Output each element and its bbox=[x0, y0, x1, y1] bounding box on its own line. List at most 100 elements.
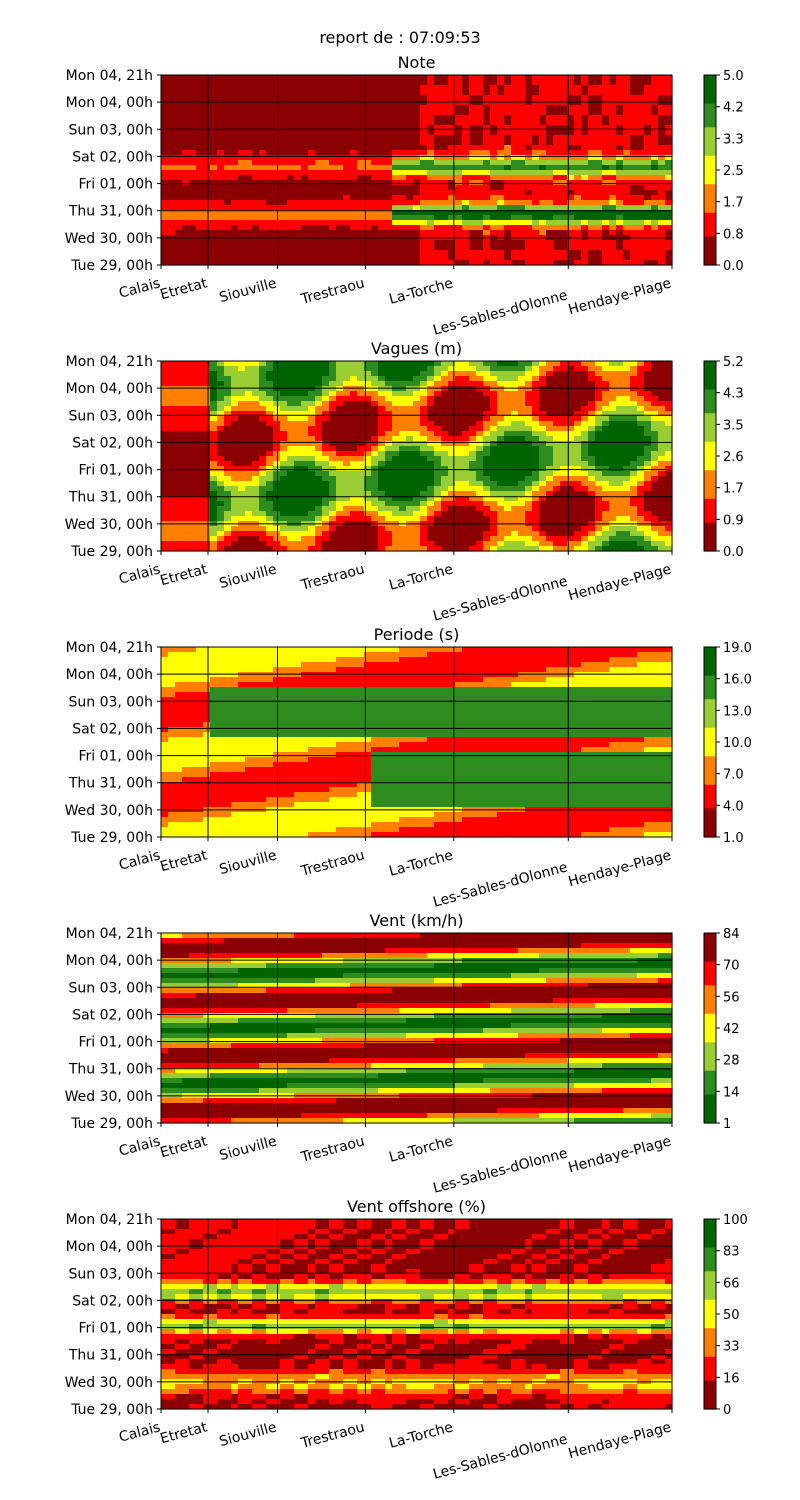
heatmap-cell bbox=[539, 210, 547, 216]
heatmap-cell bbox=[455, 381, 463, 387]
heatmap-cell bbox=[434, 125, 442, 131]
heatmap-cell bbox=[637, 100, 645, 106]
heatmap-cell bbox=[476, 105, 484, 111]
heatmap-cell bbox=[588, 250, 596, 256]
heatmap-cell bbox=[315, 165, 323, 171]
heatmap-cell bbox=[168, 381, 176, 387]
heatmap-cell bbox=[217, 205, 225, 211]
heatmap-cell bbox=[245, 250, 253, 256]
heatmap-cell bbox=[231, 466, 239, 472]
heatmap-cell bbox=[336, 180, 344, 186]
colorbar-segment bbox=[704, 94, 716, 100]
heatmap-cell bbox=[175, 105, 183, 111]
heatmap-cell bbox=[231, 436, 239, 442]
heatmap-cell bbox=[476, 180, 484, 186]
heatmap-cell bbox=[441, 120, 449, 126]
heatmap-cell bbox=[196, 411, 204, 417]
heatmap-cell bbox=[280, 225, 288, 231]
heatmap-cell bbox=[455, 461, 463, 467]
heatmap-cell bbox=[574, 225, 582, 231]
heatmap-cell bbox=[658, 245, 666, 251]
heatmap-cell bbox=[252, 125, 260, 131]
heatmap-cell bbox=[497, 145, 505, 151]
heatmap-cell bbox=[399, 90, 407, 96]
heatmap-cell bbox=[469, 100, 477, 106]
colorbar-segment bbox=[704, 165, 716, 171]
heatmap-cell bbox=[413, 110, 421, 116]
heatmap-cell bbox=[371, 95, 379, 101]
heatmap-cell bbox=[350, 75, 358, 81]
heatmap-cell bbox=[553, 75, 561, 81]
heatmap-cell bbox=[546, 135, 554, 141]
heatmap-cell bbox=[560, 381, 568, 387]
heatmap-cell bbox=[623, 105, 631, 111]
heatmap-cell bbox=[378, 361, 386, 367]
heatmap-cell bbox=[574, 130, 582, 136]
heatmap-cell bbox=[609, 491, 617, 497]
heatmap-cell bbox=[434, 120, 442, 126]
heatmap-cell bbox=[616, 80, 624, 86]
heatmap-cell bbox=[609, 210, 617, 216]
heatmap-cell bbox=[476, 461, 484, 467]
heatmap-cell bbox=[210, 165, 218, 171]
heatmap-cell bbox=[413, 90, 421, 96]
heatmap-cell bbox=[357, 155, 365, 161]
heatmap-cell bbox=[343, 441, 351, 447]
heatmap-cell bbox=[252, 411, 260, 417]
heatmap-cell bbox=[420, 95, 428, 101]
heatmap-cell bbox=[448, 426, 456, 432]
heatmap-cell bbox=[252, 220, 260, 226]
heatmap-cell bbox=[252, 496, 260, 502]
heatmap-cell bbox=[546, 461, 554, 467]
heatmap-cell bbox=[357, 110, 365, 116]
heatmap-cell bbox=[364, 210, 372, 216]
heatmap-cell bbox=[371, 240, 379, 246]
heatmap-cell bbox=[336, 260, 344, 266]
heatmap-cell bbox=[602, 75, 610, 81]
heatmap-cell bbox=[448, 195, 456, 201]
heatmap-cell bbox=[574, 456, 582, 462]
heatmap-cell bbox=[602, 120, 610, 126]
heatmap-cell bbox=[511, 386, 519, 392]
heatmap-cell bbox=[539, 115, 547, 121]
heatmap-cell bbox=[392, 215, 400, 221]
heatmap-cell bbox=[287, 376, 295, 382]
heatmap-cell bbox=[623, 95, 631, 101]
heatmap-cell bbox=[441, 496, 449, 502]
heatmap-cell bbox=[329, 100, 337, 106]
heatmap-cell bbox=[532, 115, 540, 121]
heatmap-cell bbox=[630, 396, 638, 402]
heatmap-cell bbox=[658, 155, 666, 161]
heatmap-cell bbox=[385, 446, 393, 452]
heatmap-cell bbox=[357, 366, 365, 372]
heatmap-cell bbox=[406, 75, 414, 81]
heatmap-cell bbox=[364, 471, 372, 477]
heatmap-cell bbox=[315, 250, 323, 256]
heatmap-cell bbox=[182, 250, 190, 256]
heatmap-cell bbox=[273, 366, 281, 372]
heatmap-cell bbox=[490, 90, 498, 96]
heatmap-cell bbox=[175, 446, 183, 452]
heatmap-cell bbox=[455, 466, 463, 472]
heatmap-cell bbox=[623, 210, 631, 216]
heatmap-cell bbox=[448, 230, 456, 236]
heatmap-cell bbox=[161, 416, 169, 422]
heatmap-cell bbox=[168, 371, 176, 377]
heatmap-cell bbox=[448, 491, 456, 497]
heatmap-cell bbox=[441, 225, 449, 231]
heatmap-cell bbox=[602, 371, 610, 377]
heatmap-cell bbox=[497, 401, 505, 407]
heatmap-cell bbox=[231, 416, 239, 422]
heatmap-cell bbox=[329, 456, 337, 462]
heatmap-cell bbox=[658, 396, 666, 402]
heatmap-cell bbox=[483, 130, 491, 136]
heatmap-cell bbox=[364, 381, 372, 387]
heatmap-cell bbox=[504, 386, 512, 392]
heatmap-cell bbox=[532, 100, 540, 106]
heatmap-cell bbox=[546, 215, 554, 221]
heatmap-cell bbox=[364, 150, 372, 156]
heatmap-cell bbox=[462, 230, 470, 236]
heatmap-cell bbox=[231, 90, 239, 96]
heatmap-cell bbox=[385, 456, 393, 462]
heatmap-cell bbox=[469, 376, 477, 382]
